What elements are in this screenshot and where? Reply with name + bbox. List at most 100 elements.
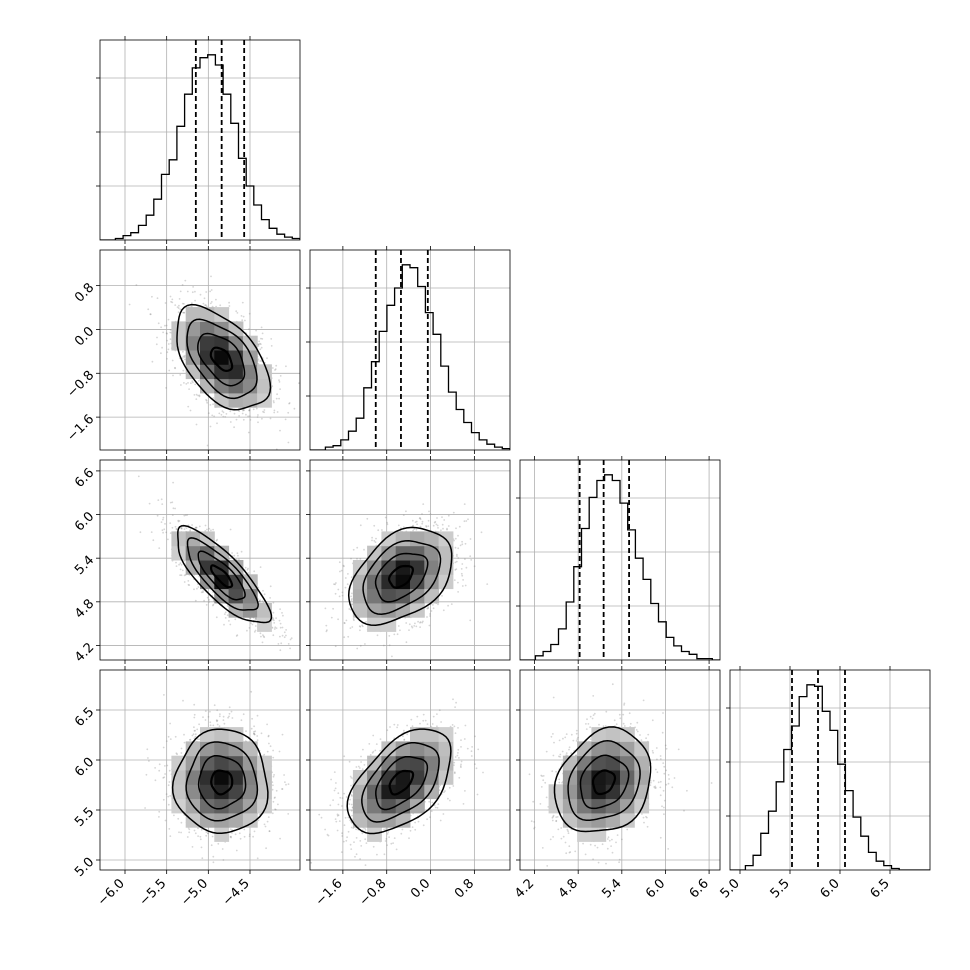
scatter-point xyxy=(456,555,458,557)
histogram-panel xyxy=(96,36,301,244)
scatter-point xyxy=(340,569,343,572)
scatter-point xyxy=(405,510,407,513)
scatter-point xyxy=(461,574,464,577)
panel-frame xyxy=(99,249,301,451)
scatter-point xyxy=(421,621,424,624)
scatter-point xyxy=(248,328,250,331)
scatter-point xyxy=(210,301,213,303)
scatter-point xyxy=(149,313,152,316)
scatter-point xyxy=(341,591,344,594)
scatter-point xyxy=(240,315,243,317)
density-cell xyxy=(438,545,454,561)
scatter-point xyxy=(447,525,450,527)
scatter-point xyxy=(247,567,249,570)
scatter-point xyxy=(486,583,489,585)
scatter-point xyxy=(282,614,284,617)
scatter-point xyxy=(186,514,189,516)
scatter-point xyxy=(352,548,355,551)
scatter-point xyxy=(162,331,165,334)
scatter-point xyxy=(343,622,346,624)
scatter-point xyxy=(160,326,163,329)
scatter-point xyxy=(455,568,458,570)
scatter-point xyxy=(248,409,251,411)
scatter-point xyxy=(188,584,191,586)
scatter-point xyxy=(405,622,408,624)
scatter-point xyxy=(169,532,172,534)
scatter-point xyxy=(242,408,245,411)
scatter-point xyxy=(239,837,242,840)
scatter-point xyxy=(259,566,262,568)
scatter-point xyxy=(461,585,464,587)
scatter-point xyxy=(162,777,165,779)
scatter-point xyxy=(457,581,459,584)
scatter-point xyxy=(165,387,168,389)
scatter-point xyxy=(434,520,437,523)
scatter-point xyxy=(396,633,399,636)
scatter-point xyxy=(224,617,227,619)
scatter-point xyxy=(277,643,280,645)
scatter-point xyxy=(261,338,264,340)
scatter-point xyxy=(228,620,230,622)
scatter-point xyxy=(163,528,166,531)
scatter-point xyxy=(179,574,182,576)
scatter-point xyxy=(147,308,150,311)
scatter-point xyxy=(271,627,274,629)
scatter-point xyxy=(187,382,189,384)
scatter-point xyxy=(231,552,234,554)
scatter-point xyxy=(421,520,424,523)
scatter-point xyxy=(209,404,212,406)
scatter-point xyxy=(165,324,168,327)
scatter-point xyxy=(192,381,194,384)
scatter-point xyxy=(350,603,353,606)
scatter-point xyxy=(330,616,333,619)
scatter-point xyxy=(386,521,388,524)
scatter-point xyxy=(199,835,202,838)
density-cell xyxy=(242,335,258,351)
scatter-point xyxy=(222,411,225,414)
scatter-point xyxy=(192,733,195,736)
scatter-point xyxy=(279,622,282,625)
scatter-point xyxy=(422,620,424,623)
scatter-point xyxy=(359,524,362,527)
scatter-point xyxy=(275,617,277,619)
scatter-point xyxy=(436,517,438,519)
scatter-point xyxy=(351,598,353,600)
density-cell xyxy=(242,392,258,408)
scatter-point xyxy=(181,569,184,572)
scatter-point xyxy=(263,636,266,639)
scatter-point xyxy=(347,635,350,638)
scatter-point xyxy=(229,421,232,423)
scatter-point xyxy=(181,357,184,360)
scatter-point xyxy=(195,393,198,396)
scatter-point xyxy=(361,624,363,627)
scatter-point xyxy=(198,394,201,397)
scatter-point xyxy=(383,644,385,647)
density-cell xyxy=(410,574,425,590)
scatter-point xyxy=(204,530,207,532)
scatter-point xyxy=(272,400,275,402)
scatter-point xyxy=(224,416,227,418)
density-cell xyxy=(214,378,230,394)
scatter-point xyxy=(338,595,341,598)
scatter-point xyxy=(183,358,186,361)
scatter-point xyxy=(203,297,206,300)
scatter-point xyxy=(281,634,284,637)
scatter-point xyxy=(353,619,355,622)
scatter-point xyxy=(263,409,266,411)
scatter-point xyxy=(399,629,401,632)
scatter-point xyxy=(184,279,187,282)
density-cell xyxy=(242,378,258,394)
scatter-point xyxy=(246,629,248,632)
scatter-point xyxy=(261,417,263,420)
density-cell xyxy=(228,392,244,408)
scatter-point xyxy=(258,340,260,343)
scatter-point xyxy=(193,703,196,706)
scatter-point xyxy=(178,563,181,566)
scatter-point xyxy=(203,599,206,602)
scatter-point xyxy=(166,351,169,354)
scatter-point xyxy=(206,528,208,531)
scatter-point xyxy=(183,356,186,358)
scatter-point xyxy=(202,590,205,592)
scatter-point xyxy=(459,544,462,547)
density-cell xyxy=(395,602,411,618)
